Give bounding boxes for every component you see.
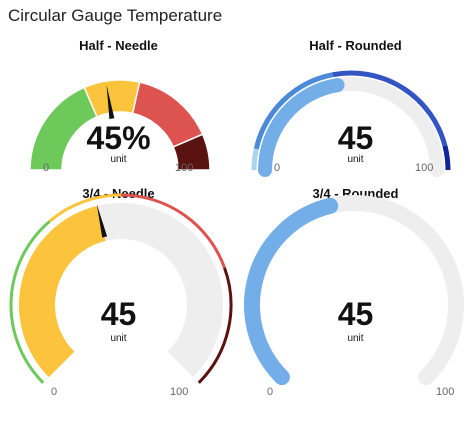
gauge-value: 45	[100, 296, 137, 332]
gauge-unit: unit	[110, 154, 127, 165]
gauge-min-label: 0	[51, 386, 58, 398]
gauge-half-rounded-svg	[251, 70, 451, 177]
gauge-value: 45%	[86, 120, 151, 156]
gauge-unit: unit	[110, 333, 127, 344]
gauge-band-0	[251, 148, 259, 171]
gauge-needle	[106, 85, 115, 120]
gauge-band-2	[332, 70, 448, 147]
gauge-three-quarter-rounded-svg	[244, 194, 464, 386]
gauge-title: Half - Rounded	[309, 38, 402, 53]
gauge-half-needle: Half - Needle 45% unit 0 100	[0, 30, 237, 180]
gauge-three-quarter-needle: 3/4 - Needle 45 unit 0 100	[0, 178, 237, 430]
page-title: Circular Gauge Temperature	[8, 6, 223, 25]
gauge-min-label: 0	[267, 386, 274, 398]
gauge-band-3	[172, 133, 211, 171]
gauge-band-0	[9, 220, 51, 384]
gauge-band-3	[442, 145, 451, 171]
gauge-value-bar	[258, 78, 345, 177]
gauge-unit: unit	[347, 154, 364, 165]
gauge-three-quarter-needle-svg	[9, 193, 233, 384]
gauge-band-2	[120, 193, 226, 269]
gauge-max-label: 100	[436, 386, 455, 398]
gauge-needle	[96, 203, 108, 238]
gauge-three-quarter-rounded: 3/4 - Rounded 45 unit 0 100	[237, 178, 474, 430]
gauge-max-label: 100	[415, 162, 434, 174]
gauge-max-label: 100	[175, 162, 194, 174]
gauge-max-label: 100	[170, 386, 189, 398]
gauge-min-label: 0	[43, 162, 50, 174]
gauge-value: 45	[337, 296, 374, 332]
gauge-min-label: 0	[274, 162, 281, 174]
gauge-title: Half - Needle	[79, 38, 158, 53]
gauge-unit: unit	[347, 333, 364, 344]
gauge-band-1	[48, 193, 122, 223]
gauge-band-3	[197, 267, 233, 384]
gauge-half-rounded: Half - Rounded 45 unit 0 100	[237, 30, 474, 180]
gauge-value-bar	[244, 197, 339, 386]
gauge-band-1	[253, 72, 334, 150]
gauge-value-fill	[18, 205, 106, 378]
gauge-value: 45	[337, 120, 374, 156]
gauge-half-needle-svg	[29, 79, 211, 171]
